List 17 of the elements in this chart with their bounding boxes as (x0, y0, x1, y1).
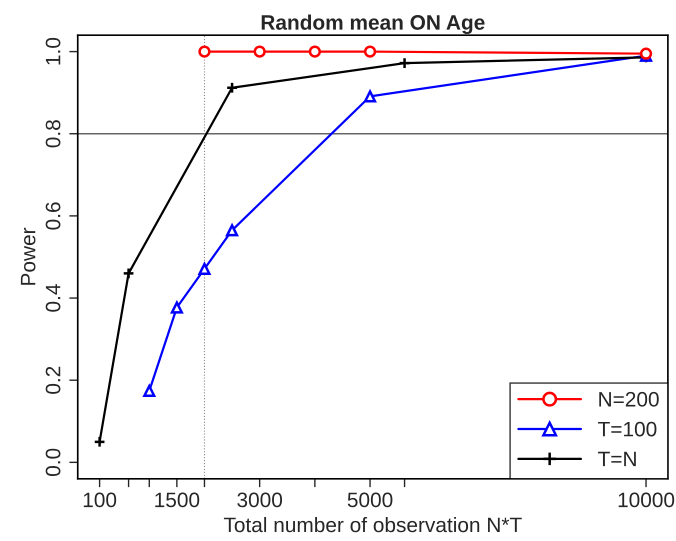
legend-label: T=N (598, 452, 636, 466)
y-axis-title: Power (20, 228, 36, 285)
x-axis-title: Total number of observation N*T (224, 516, 522, 532)
y-tick-label: 0.8 (46, 120, 60, 148)
x-tick-label: 100 (84, 492, 116, 508)
x-tick-label: 5000 (348, 492, 392, 508)
y-tick-label: 0.2 (46, 366, 60, 394)
y-tick-label: 0.4 (46, 284, 60, 312)
x-tick-label: 10000 (618, 492, 674, 508)
y-tick-label: 1.0 (46, 38, 60, 64)
y-tick-label: 0.0 (46, 448, 60, 476)
y-tick-label: 0.6 (46, 202, 60, 230)
chart-title: Random mean ON Age (262, 14, 485, 34)
legend-label: N=200 (599, 392, 659, 407)
legend-label: T=100 (598, 422, 656, 436)
x-tick-label: 3000 (237, 492, 282, 508)
x-tick-label: 1500 (155, 492, 200, 508)
